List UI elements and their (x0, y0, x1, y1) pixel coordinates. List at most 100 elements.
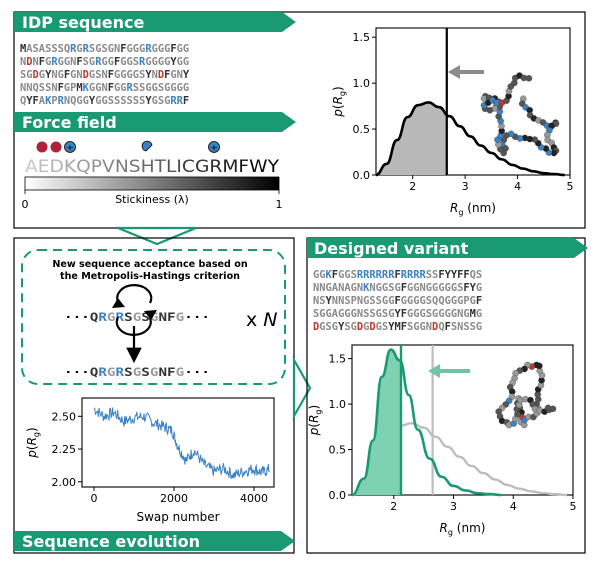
sequence-residue: N (420, 282, 426, 294)
y-tick-label: 2.25 (52, 443, 77, 456)
sequence-residue: G (388, 295, 394, 307)
axis-label-part: ) (25, 427, 39, 432)
x-tick-label: 2 (390, 500, 397, 513)
sequence-residue: S (139, 95, 145, 107)
sequence-residue: G (164, 95, 170, 107)
residue-letter: I (176, 157, 181, 177)
sequence-residue: G (432, 282, 438, 294)
sequence-residue: G (58, 56, 64, 68)
sequence-residue: G (133, 69, 139, 81)
metropolis-box (21, 249, 286, 385)
axis-label-part: g (458, 208, 463, 217)
sequence-residue: Y (89, 95, 96, 107)
idp-header-ribbon (14, 12, 296, 32)
side-connector (292, 355, 312, 421)
sequence-residue: G (382, 282, 388, 294)
sequence-residue: S (351, 269, 357, 281)
sequence-residue: S (120, 95, 126, 107)
sequence-residue: G (127, 43, 133, 55)
sequence-residue: D (357, 321, 363, 333)
sequence-residue: D (313, 321, 319, 333)
axis-label-part: R (450, 201, 458, 215)
plot-frame (375, 27, 571, 176)
swap-residue: R (98, 310, 107, 324)
sequence-residue: G (438, 308, 444, 320)
swap-arc-top (116, 284, 153, 304)
sequence-residue: S (51, 43, 57, 55)
positive-charge-icon (208, 141, 220, 153)
sequence-residue: N (177, 69, 183, 81)
sequence-residue: G (313, 269, 319, 281)
residue-letter: F (238, 157, 249, 177)
evolution-panel: New sequence acceptance based on the Met… (13, 237, 295, 554)
sequence-residue: G (101, 95, 107, 107)
sequence-residue: G (407, 295, 413, 307)
sequence-residue: Y (45, 69, 52, 81)
x-axis-label: Swap number (136, 510, 219, 524)
sequence-residue: S (133, 82, 139, 94)
sequence-residue: G (363, 295, 369, 307)
sequence-residue: S (139, 69, 145, 81)
axis-label-part: g (314, 409, 323, 414)
sequence-residue: G (376, 308, 382, 320)
evolution-panel-border (13, 237, 295, 554)
sequence-residue: P (51, 95, 57, 107)
sequence-residue: N (64, 95, 70, 107)
sequence-residue: N (76, 69, 82, 81)
sequence-residue: G (420, 295, 426, 307)
sequence-residue: F (394, 269, 400, 281)
sequence-residue: G (89, 56, 95, 68)
sequence-residue: S (426, 308, 432, 320)
evolution-footer-ribbon (14, 531, 295, 551)
sequence-residue: G (95, 43, 101, 55)
sequence-residue: G (407, 282, 413, 294)
sequence-residue: A (332, 282, 339, 294)
sequence-residue: S (476, 269, 482, 281)
idp-seq-line: SGDGYNGFGNDGSNFGGGGSYNDFGNY (20, 69, 190, 81)
sequence-residue: G (382, 295, 388, 307)
sequence-evolution-chart: 0 2000 4000 2.00 2.25 2.50 Swap number p(Rg) (25, 397, 275, 524)
sequence-residue: A (344, 282, 351, 294)
swap-arrowhead (112, 298, 125, 308)
sequence-residue: G (164, 56, 170, 68)
charge-symbol: + (210, 144, 218, 154)
sequence-residue: S (101, 43, 107, 55)
sequence-residue: G (76, 43, 82, 55)
sequence-residue: F (463, 269, 469, 281)
sequence-residue: D (33, 69, 39, 81)
residue-letter: N (115, 157, 129, 177)
swap-residue: ··· (64, 365, 90, 379)
residue-bead (525, 75, 533, 82)
sequence-residue: G (413, 282, 419, 294)
negative-charge-icon (36, 141, 48, 153)
sequence-residue: F (120, 43, 126, 55)
variant-area-fill (352, 349, 401, 495)
sequence-residue: R (58, 95, 65, 107)
sequence-residue: R (382, 269, 389, 281)
sequence-residue: Q (438, 321, 444, 333)
sequence-residue: G (170, 82, 176, 94)
residue-letter: G (195, 157, 209, 177)
sequence-residue: G (114, 69, 120, 81)
sequence-residue: M (20, 43, 26, 55)
sequence-residue: G (376, 321, 382, 333)
variant-sequence: GGKFGGSRRRRRRFRRRRSSFYYFFQS NNGANAGNKNGG… (313, 269, 482, 333)
axis-label-part: R (331, 96, 345, 104)
sequence-residue: S (344, 321, 350, 333)
y-tick-label: 1.5 (329, 353, 347, 366)
sequence-residue: Q (70, 95, 76, 107)
residue-letter: E (38, 157, 50, 177)
sequence-residue: G (95, 82, 101, 94)
sequence-residue: N (33, 56, 39, 68)
sequence-residue: G (451, 282, 457, 294)
swap-residue: F (167, 310, 176, 324)
x-tick-label: 2 (409, 180, 416, 193)
idp-seq-line: MASASSSQRGRSGSGNFGGGRGGGFGG (20, 43, 189, 55)
sequence-residue: R (177, 95, 184, 107)
y-tick-label: 2.00 (52, 476, 77, 489)
sequence-residue: G (183, 56, 189, 68)
sequence-residue: G (445, 282, 451, 294)
sequence-residue: G (351, 321, 357, 333)
y-tick-label: 0.5 (353, 123, 371, 136)
y-tick-label: 1.0 (329, 398, 347, 411)
